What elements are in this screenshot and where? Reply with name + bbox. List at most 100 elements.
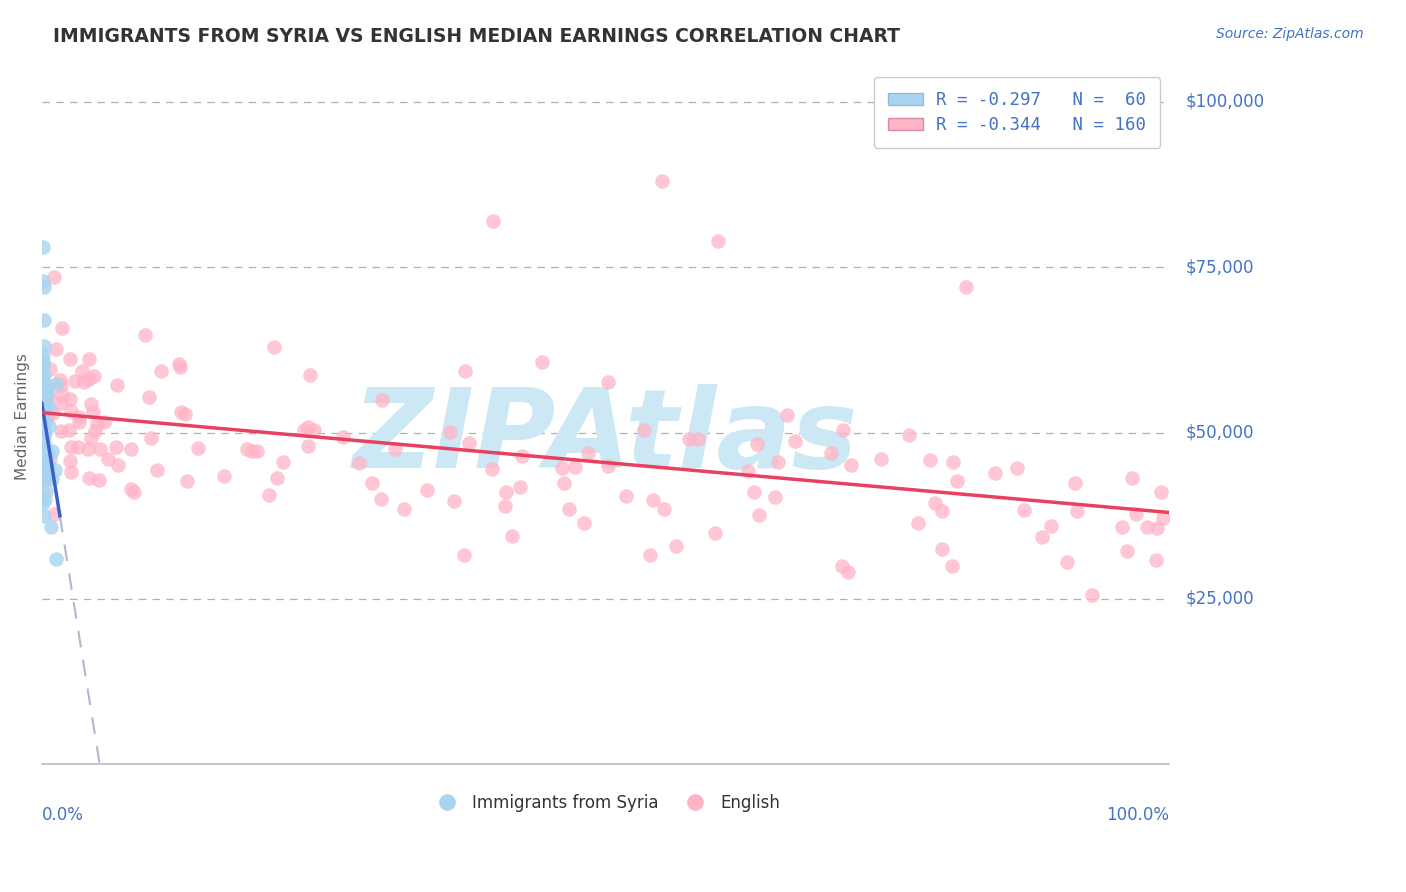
Point: [32, 390, 55, 404]
Point: [643, 492, 665, 507]
Point: [31, 369, 53, 384]
Point: [51, 321, 73, 335]
Point: [748, 508, 770, 522]
Point: [79, 431, 101, 445]
Point: [32, 354, 55, 368]
Y-axis label: Median Earnings: Median Earnings: [15, 353, 30, 480]
Point: [51, 424, 73, 438]
Point: [34, 426, 56, 441]
Point: [564, 459, 586, 474]
Point: [1136, 520, 1159, 534]
Point: [494, 500, 516, 514]
Point: [32, 388, 55, 402]
Point: [77, 371, 100, 385]
Point: [77, 471, 100, 485]
Point: [481, 214, 503, 228]
Point: [35, 464, 58, 478]
Point: [1039, 518, 1062, 533]
Point: [67, 409, 90, 424]
Point: [32, 367, 55, 381]
Point: [51, 378, 73, 392]
Point: [32, 470, 55, 484]
Point: [60, 403, 83, 417]
Text: IMMIGRANTS FROM SYRIA VS ENGLISH MEDIAN EARNINGS CORRELATION CHART: IMMIGRANTS FROM SYRIA VS ENGLISH MEDIAN …: [53, 27, 900, 45]
Point: [38, 419, 60, 434]
Point: [32, 395, 55, 409]
Point: [347, 456, 370, 470]
Point: [59, 454, 82, 468]
Point: [392, 502, 415, 516]
Point: [67, 415, 90, 429]
Point: [299, 368, 322, 382]
Point: [105, 378, 128, 392]
Point: [35, 414, 58, 428]
Point: [35, 467, 58, 481]
Point: [174, 407, 197, 421]
Point: [551, 460, 574, 475]
Point: [67, 440, 90, 454]
Point: [870, 451, 893, 466]
Point: [955, 280, 977, 294]
Point: [652, 501, 675, 516]
Point: [32, 402, 55, 417]
Point: [80, 397, 103, 411]
Point: [70, 364, 93, 378]
Point: [32, 446, 55, 460]
Point: [34, 472, 56, 486]
Point: [495, 484, 517, 499]
Point: [214, 469, 236, 483]
Point: [707, 234, 730, 248]
Point: [34, 491, 56, 506]
Point: [45, 376, 67, 391]
Point: [83, 369, 105, 384]
Point: [453, 548, 475, 562]
Point: [146, 463, 169, 477]
Point: [678, 432, 700, 446]
Point: [37, 457, 59, 471]
Point: [77, 351, 100, 366]
Point: [31, 469, 53, 483]
Text: ZIPAtlas: ZIPAtlas: [353, 384, 858, 491]
Point: [59, 392, 82, 406]
Point: [32, 348, 55, 362]
Point: [32, 415, 55, 429]
Point: [32, 436, 55, 450]
Point: [941, 559, 963, 574]
Point: [38, 452, 60, 467]
Point: [134, 328, 156, 343]
Point: [93, 415, 115, 429]
Point: [32, 417, 55, 432]
Point: [839, 458, 862, 472]
Point: [768, 455, 790, 469]
Point: [34, 444, 56, 458]
Point: [37, 389, 59, 403]
Point: [32, 431, 55, 445]
Point: [34, 472, 56, 486]
Point: [384, 442, 406, 456]
Point: [686, 432, 709, 446]
Point: [104, 440, 127, 454]
Point: [34, 377, 56, 392]
Point: [42, 507, 65, 521]
Point: [576, 446, 599, 460]
Point: [704, 526, 727, 541]
Point: [246, 443, 269, 458]
Text: $75,000: $75,000: [1185, 259, 1254, 277]
Point: [63, 374, 86, 388]
Point: [41, 472, 63, 486]
Point: [1144, 552, 1167, 566]
Point: [572, 516, 595, 531]
Point: [638, 548, 661, 562]
Point: [41, 443, 63, 458]
Point: [59, 351, 82, 366]
Point: [785, 434, 807, 449]
Point: [35, 396, 58, 410]
Point: [31, 444, 53, 458]
Point: [31, 240, 53, 254]
Point: [553, 476, 575, 491]
Point: [38, 401, 60, 416]
Point: [837, 565, 859, 579]
Point: [458, 436, 481, 450]
Point: [1116, 543, 1139, 558]
Point: [34, 509, 56, 524]
